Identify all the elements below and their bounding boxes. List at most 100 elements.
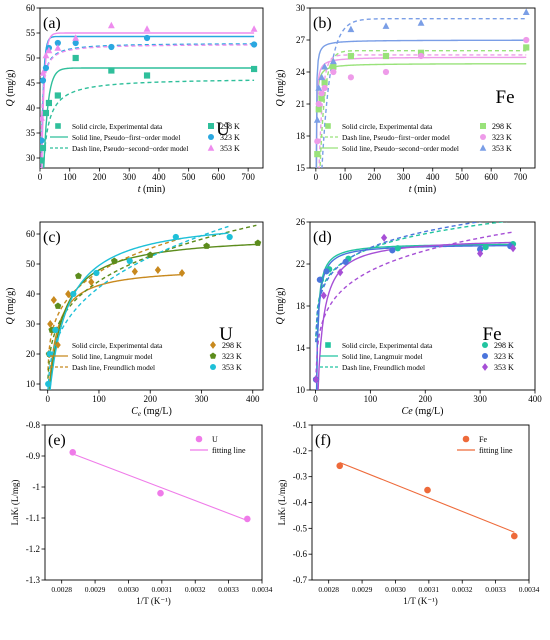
y-axis-label: LnKₗ (L/mg) <box>277 480 287 526</box>
legend-temp-marker <box>210 364 216 370</box>
y-tick-label: 55 <box>26 28 36 38</box>
legend-temp: 323 K <box>494 352 514 361</box>
data-point <box>244 515 251 523</box>
y-tick-label: 40 <box>26 289 36 299</box>
element-label: U <box>219 324 233 345</box>
y-tick-label: -1.2 <box>26 544 40 554</box>
x-tick-label: 400 <box>528 394 542 404</box>
data-point <box>40 137 45 144</box>
legend-temp-marker <box>482 353 488 359</box>
y-tick-label: 18 <box>296 131 306 141</box>
data-point <box>108 67 115 74</box>
data-point <box>342 258 349 265</box>
data-point <box>47 319 54 329</box>
fitting-line <box>72 453 248 521</box>
y-tick-label: -1 <box>33 482 41 492</box>
y-tick-label: 30 <box>296 3 306 13</box>
panel-label: (e) <box>48 432 66 449</box>
x-tick-label: 100 <box>364 394 378 404</box>
plot-area <box>45 224 262 390</box>
y-tick-label: -0.6 <box>293 549 308 559</box>
legend-entry: Solid line, Pseudo−first−order model <box>72 133 180 142</box>
x-tick-label: 600 <box>212 172 226 182</box>
y-tick-label: 14 <box>296 343 306 353</box>
y-tick-label: 18 <box>296 301 306 311</box>
data-point <box>382 68 390 76</box>
legend-entry: U <box>212 435 218 444</box>
legend-entry: Solid circle, Experimental data <box>342 341 433 350</box>
data-point <box>347 52 355 60</box>
data-point <box>110 257 118 264</box>
plot-area <box>313 8 530 168</box>
y-tick-label: 10 <box>296 385 306 395</box>
panel-label: (d) <box>313 229 332 246</box>
legend-entry: fitting line <box>479 446 513 455</box>
plot-frame <box>309 7 536 169</box>
y-tick-label: -0.1 <box>293 420 307 430</box>
legend-temp-marker <box>208 134 214 140</box>
legend-temp: 298 K <box>494 341 514 350</box>
data-point <box>108 43 115 51</box>
x-tick-label: 0.0033 <box>485 585 506 594</box>
data-point <box>511 532 518 540</box>
x-tick-label: 0 <box>314 172 319 182</box>
plot-area <box>312 222 517 390</box>
x-tick-label: 0.0032 <box>452 585 473 594</box>
x-tick-label: 300 <box>122 172 136 182</box>
legend-temp-marker <box>210 341 216 349</box>
data-point <box>72 34 80 41</box>
data-point <box>321 84 328 92</box>
data-point <box>72 54 79 62</box>
x-tick-label: 0.0028 <box>51 585 72 594</box>
y-tick-label: 10 <box>26 379 36 389</box>
data-point <box>482 244 489 251</box>
y-tick-label: 24 <box>296 67 306 77</box>
data-point <box>382 52 390 60</box>
freundlich-curve <box>315 231 512 380</box>
legend-entry: Solid line, Langmuir model <box>342 352 423 361</box>
y-tick-label: 60 <box>26 3 36 13</box>
x-tick-label: 300 <box>473 394 487 404</box>
legend-entry: Solid circle, Experimental data <box>342 122 433 131</box>
langmuir-curve <box>49 232 229 390</box>
data-point <box>315 106 322 113</box>
plot-frame <box>39 7 264 169</box>
data-point <box>65 289 72 299</box>
data-point <box>250 41 258 48</box>
data-point <box>315 84 323 91</box>
data-point <box>54 44 62 51</box>
pfo-curve <box>43 67 255 168</box>
data-point <box>320 291 327 300</box>
y-axis-label: Q (mg/g) <box>275 70 286 107</box>
data-point <box>347 74 355 81</box>
x-tick-label: 700 <box>514 172 528 182</box>
x-tick-label: 0.0034 <box>252 585 273 594</box>
pfo-curve <box>41 32 255 168</box>
x-tick-label: 200 <box>143 394 157 404</box>
data-point <box>330 63 337 70</box>
x-tick-label: 0 <box>313 394 318 404</box>
data-point <box>509 244 517 253</box>
x-axis-label: t (min) <box>409 184 437 195</box>
y-tick-label: 50 <box>26 259 36 269</box>
x-tick-label: 100 <box>92 394 106 404</box>
legend-temp: 298 K <box>220 122 240 131</box>
pso-curve <box>40 43 255 168</box>
pso-curve <box>42 79 255 168</box>
legend-entry: fitting line <box>212 446 246 455</box>
panel-label: (f) <box>315 432 331 449</box>
x-tick-label: 0.0031 <box>419 585 440 594</box>
data-point <box>522 8 530 16</box>
data-point <box>382 22 390 29</box>
freundlich-curve <box>315 222 508 337</box>
element-label: U <box>216 119 230 140</box>
legend-temp-marker <box>480 123 486 129</box>
plot-area <box>40 21 258 168</box>
legend-marker <box>55 341 61 349</box>
x-tick-label: 100 <box>63 172 77 182</box>
data-point <box>314 138 321 145</box>
pso-curve <box>315 63 527 168</box>
legend-entry: Dash line, Pseudo−second−order model <box>72 144 188 153</box>
x-tick-label: 300 <box>397 172 411 182</box>
